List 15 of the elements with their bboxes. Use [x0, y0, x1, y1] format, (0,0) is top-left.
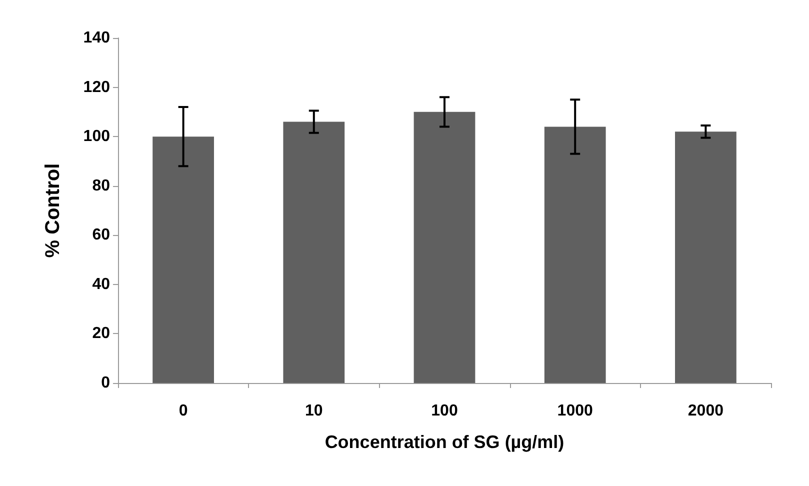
x-tick-label: 10: [305, 402, 323, 420]
y-tick-label: 100: [83, 128, 110, 146]
y-tick-label: 60: [92, 226, 110, 244]
x-tick-label: 100: [431, 402, 458, 420]
y-tick-label: 0: [101, 374, 110, 392]
x-tick-label: 1000: [557, 402, 593, 420]
y-tick-label: 40: [92, 276, 110, 293]
y-tick-label: 20: [92, 325, 110, 342]
x-tick-label: 2000: [688, 402, 724, 420]
x-tick-label: 0: [178, 402, 188, 420]
y-tick-label: 140: [83, 30, 110, 46]
y-tick-label: 80: [92, 177, 110, 194]
x-axis-title: Concentration of SG (µg/ml): [324, 432, 564, 452]
y-tick-label: 120: [83, 78, 110, 96]
y-axis-title: % Control: [42, 163, 64, 258]
